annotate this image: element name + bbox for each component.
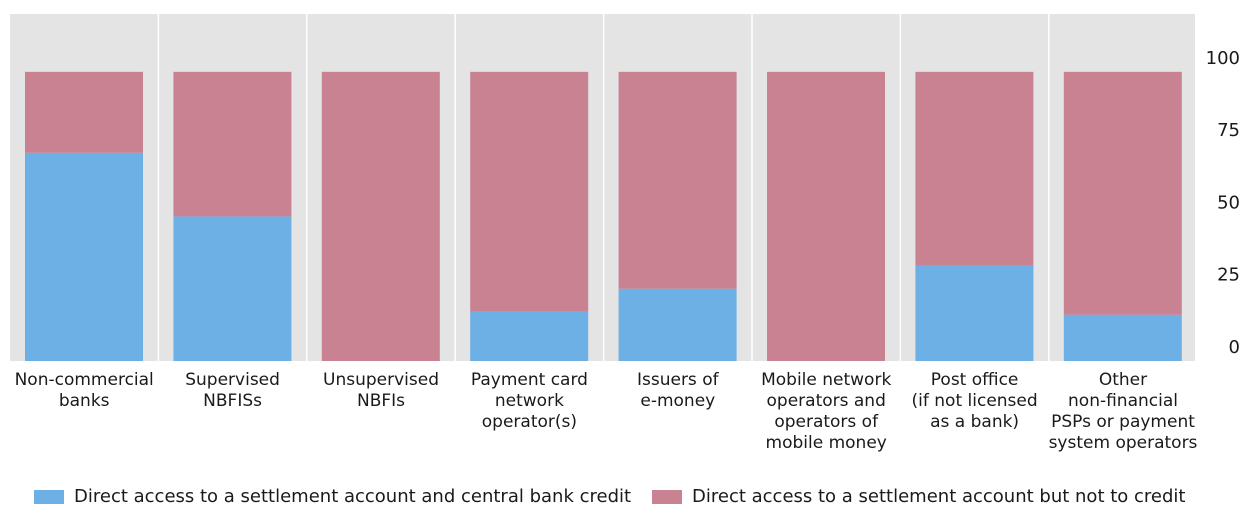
category-label: Unsupervised NBFIs (323, 370, 439, 411)
bar-credit (1063, 314, 1182, 361)
legend: Direct access to a settlement account an… (0, 486, 1245, 513)
y-tick-label: 75 (1217, 120, 1240, 141)
category-labels: Non-commercial banks Supervised NBFISs Unsup… (15, 370, 1198, 453)
legend-item-credit: Direct access to a settlement account an… (34, 486, 631, 507)
bar-no-credit (1063, 71, 1182, 315)
bar-no-credit (321, 71, 440, 361)
bars (25, 71, 1182, 361)
y-tick-label: 100 (1206, 48, 1240, 69)
bar-credit (25, 152, 143, 361)
legend-swatch-credit (34, 489, 64, 504)
bar-credit (470, 311, 589, 361)
legend-item-no-credit: Direct access to a settlement account bu… (652, 486, 1185, 507)
y-tick-label: 0 (1229, 337, 1240, 358)
category-label: Mobile network operators and operators of m… (761, 370, 891, 453)
category-label: Post office (if not licensed as a bank) (912, 370, 1038, 432)
category-label: Payment card network operator(s) (471, 370, 588, 432)
category-label: Supervised NBFISs (185, 370, 280, 411)
bar-no-credit (25, 71, 143, 153)
bar-credit (618, 288, 737, 361)
bar-no-credit (915, 71, 1034, 266)
category-label: Non-commercial banks (15, 370, 154, 411)
legend-label-no-credit: Direct access to a settlement account bu… (692, 486, 1186, 507)
bar-credit (915, 265, 1034, 361)
bar-no-credit (618, 71, 737, 289)
stacked-bar-chart: 0 25 50 75 100 Non-commercial banks Supervised… (10, 14, 1240, 453)
y-tick-label: 50 (1217, 192, 1240, 213)
bar-no-credit (173, 71, 292, 217)
category-label: Issuers of e-money (637, 370, 720, 411)
legend-swatch-no-credit (652, 489, 682, 504)
bar-no-credit (767, 71, 885, 361)
y-tick-label: 25 (1217, 265, 1240, 286)
y-axis-ticks: 0 25 50 75 100 (1206, 48, 1240, 358)
category-label: Other non-financial PSPs or payment system … (1049, 370, 1198, 453)
legend-label-credit: Direct access to a settlement account an… (74, 486, 632, 507)
gridlines (157, 14, 1198, 361)
bar-no-credit (470, 71, 589, 312)
bar-credit (173, 216, 292, 361)
